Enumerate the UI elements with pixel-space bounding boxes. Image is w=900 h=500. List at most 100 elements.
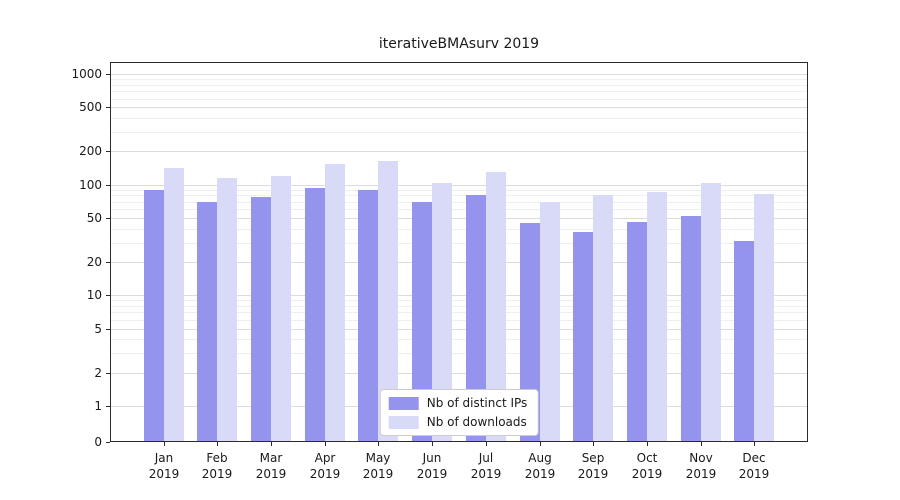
x-tick-label: Oct 2019 <box>617 450 677 482</box>
x-tick-year: 2019 <box>738 467 770 481</box>
x-tick-label: Jul 2019 <box>456 450 516 482</box>
y-tick-mark <box>106 329 110 330</box>
gridline-minor <box>110 85 808 86</box>
gridline-minor <box>110 339 808 340</box>
bar-downloads <box>701 183 721 442</box>
y-tick-label: 20 <box>86 255 102 269</box>
bar-downloads <box>647 192 667 442</box>
x-tick-year: 2019 <box>148 467 180 481</box>
x-tick-label: Mar 2019 <box>241 450 301 482</box>
x-tick-month: Apr <box>314 451 336 465</box>
x-tick-label: Feb 2019 <box>187 450 247 482</box>
bar-downloads <box>271 176 291 442</box>
gridline-major <box>110 185 808 186</box>
x-tick-year: 2019 <box>309 467 341 481</box>
x-tick-label: Sep 2019 <box>563 450 623 482</box>
x-tick-month: Sep <box>581 451 605 465</box>
bar-distinct-ips <box>412 202 432 442</box>
bar-distinct-ips <box>520 223 540 442</box>
gridline-minor <box>110 195 808 196</box>
legend-swatch-distinct-ips <box>388 396 419 410</box>
x-tick-year: 2019 <box>201 467 233 481</box>
gridline-minor <box>110 202 808 203</box>
x-tick-mark <box>701 442 702 446</box>
x-tick-month: Oct <box>636 451 658 465</box>
x-tick-year: 2019 <box>470 467 502 481</box>
y-tick-mark <box>106 107 110 108</box>
x-tick-month: May <box>365 451 391 465</box>
x-tick-month: Mar <box>259 451 283 465</box>
gridline-minor <box>110 79 808 80</box>
gridline-major <box>110 329 808 330</box>
gridline-minor <box>110 118 808 119</box>
x-tick-mark <box>325 442 326 446</box>
y-tick-mark <box>106 406 110 407</box>
legend-label-distinct-ips: Nb of distinct IPs <box>426 396 528 410</box>
x-tick-month: Jun <box>422 451 442 465</box>
legend-swatch-downloads <box>388 415 419 429</box>
gridline-major <box>110 151 808 152</box>
y-tick-mark <box>106 373 110 374</box>
gridline-major <box>110 295 808 296</box>
x-tick-year: 2019 <box>362 467 394 481</box>
x-tick-label: Jun 2019 <box>402 450 462 482</box>
gridline-minor <box>110 91 808 92</box>
gridline-major <box>110 218 808 219</box>
x-tick-mark <box>432 442 433 446</box>
y-tick-label: 5 <box>94 322 102 336</box>
y-tick-mark <box>106 218 110 219</box>
bar-distinct-ips <box>197 202 217 442</box>
x-tick-label: May 2019 <box>348 450 408 482</box>
chart-title: iterativeBMAsurv 2019 <box>378 36 540 52</box>
gridline-minor <box>110 99 808 100</box>
bar-distinct-ips <box>358 190 378 442</box>
bar-distinct-ips <box>734 241 754 442</box>
y-tick-mark <box>106 442 110 443</box>
gridline-minor <box>110 300 808 301</box>
y-tick-label: 200 <box>79 144 102 158</box>
legend-row-downloads: Nb of downloads <box>388 415 528 429</box>
x-tick-month: Nov <box>689 451 713 465</box>
y-tick-mark <box>106 185 110 186</box>
y-tick-label: 1000 <box>71 67 102 81</box>
gridline-minor <box>110 190 808 191</box>
bar-downloads <box>217 178 237 442</box>
gridline-minor <box>110 306 808 307</box>
legend: Nb of distinct IPs Nb of downloads <box>379 389 539 436</box>
gridline-minor <box>110 320 808 321</box>
x-tick-year: 2019 <box>255 467 287 481</box>
x-tick-month: Jul <box>478 451 494 465</box>
y-tick-label: 2 <box>94 366 102 380</box>
y-tick-mark <box>106 262 110 263</box>
gridline-minor <box>110 353 808 354</box>
x-tick-mark <box>754 442 755 446</box>
bar-downloads <box>486 172 506 442</box>
gridline-major <box>110 74 808 75</box>
bar-distinct-ips <box>251 197 271 442</box>
x-tick-label: Jan 2019 <box>134 450 194 482</box>
x-tick-year: 2019 <box>577 467 609 481</box>
y-tick-label: 10 <box>86 288 102 302</box>
bar-downloads <box>754 194 774 442</box>
x-tick-label: Aug 2019 <box>510 450 570 482</box>
gridline-major <box>110 373 808 374</box>
x-tick-mark <box>164 442 165 446</box>
x-tick-mark <box>486 442 487 446</box>
x-tick-label: Dec 2019 <box>724 450 784 482</box>
gridline-minor <box>110 312 808 313</box>
x-tick-label: Apr 2019 <box>295 450 355 482</box>
x-tick-mark <box>593 442 594 446</box>
x-tick-mark <box>647 442 648 446</box>
legend-row-distinct-ips: Nb of distinct IPs <box>388 396 528 410</box>
x-tick-mark <box>217 442 218 446</box>
y-tick-mark <box>106 74 110 75</box>
gridline-major <box>110 262 808 263</box>
x-tick-month: Dec <box>742 451 766 465</box>
x-tick-year: 2019 <box>524 467 556 481</box>
y-tick-label: 100 <box>79 178 102 192</box>
bar-downloads <box>325 164 345 442</box>
x-tick-label: Nov 2019 <box>671 450 731 482</box>
x-tick-mark <box>540 442 541 446</box>
y-tick-label: 0 <box>94 435 102 449</box>
